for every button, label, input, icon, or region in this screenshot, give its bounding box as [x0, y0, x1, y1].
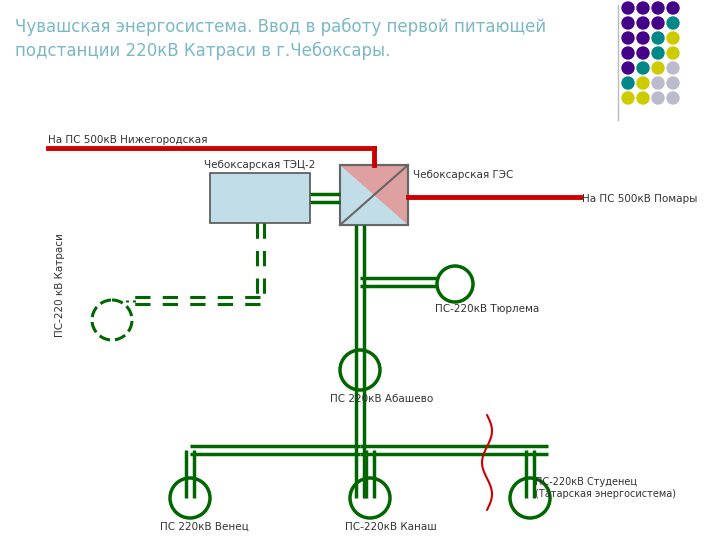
FancyBboxPatch shape: [210, 173, 310, 223]
Text: подстанции 220кВ Катраси в г.Чебоксары.: подстанции 220кВ Катраси в г.Чебоксары.: [15, 42, 390, 60]
Text: ПС-220кВ Канаш: ПС-220кВ Канаш: [345, 522, 437, 532]
Circle shape: [652, 32, 664, 44]
Circle shape: [652, 92, 664, 104]
Text: ПС-220кВ Студенец
(Татарская энергосистема): ПС-220кВ Студенец (Татарская энергосисте…: [535, 477, 676, 499]
Circle shape: [637, 2, 649, 14]
Text: ПС 220кВ Венец: ПС 220кВ Венец: [160, 522, 248, 532]
Circle shape: [667, 77, 679, 89]
Polygon shape: [340, 165, 408, 225]
Circle shape: [652, 47, 664, 59]
Circle shape: [652, 77, 664, 89]
Circle shape: [637, 92, 649, 104]
Circle shape: [622, 47, 634, 59]
Text: ПС-220 кВ Катраси: ПС-220 кВ Катраси: [55, 233, 65, 337]
Text: Чебоксарская ТЭЦ-2: Чебоксарская ТЭЦ-2: [204, 160, 315, 170]
Circle shape: [637, 62, 649, 74]
Circle shape: [622, 62, 634, 74]
Circle shape: [667, 2, 679, 14]
Text: Чувашская энергосистема. Ввод в работу первой питающей: Чувашская энергосистема. Ввод в работу п…: [15, 18, 546, 36]
Text: ПС-220кВ Тюрлема: ПС-220кВ Тюрлема: [435, 304, 539, 314]
Circle shape: [622, 77, 634, 89]
Circle shape: [652, 62, 664, 74]
Circle shape: [622, 17, 634, 29]
Text: Чебоксарская ГЭС: Чебоксарская ГЭС: [413, 170, 513, 180]
Circle shape: [637, 17, 649, 29]
Circle shape: [667, 17, 679, 29]
Text: На ПС 500кВ Помары: На ПС 500кВ Помары: [582, 194, 698, 204]
Circle shape: [652, 17, 664, 29]
Circle shape: [652, 2, 664, 14]
FancyBboxPatch shape: [340, 165, 408, 225]
Circle shape: [667, 47, 679, 59]
Text: ПС 220кВ Абашево: ПС 220кВ Абашево: [330, 394, 433, 404]
Circle shape: [637, 47, 649, 59]
Circle shape: [622, 2, 634, 14]
Circle shape: [637, 32, 649, 44]
Circle shape: [667, 92, 679, 104]
Text: На ПС 500кВ Нижегородская: На ПС 500кВ Нижегородская: [48, 135, 207, 145]
Circle shape: [667, 32, 679, 44]
Circle shape: [622, 92, 634, 104]
Circle shape: [622, 32, 634, 44]
Circle shape: [637, 77, 649, 89]
Circle shape: [667, 62, 679, 74]
